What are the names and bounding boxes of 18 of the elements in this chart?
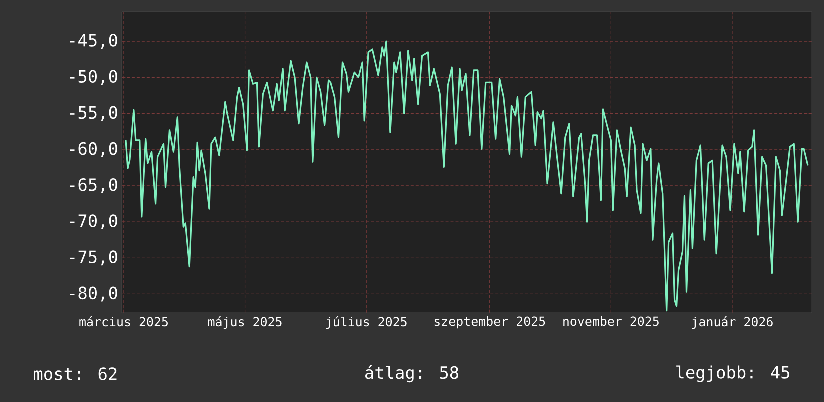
- text: legjobb: 45: [676, 366, 790, 382]
- text: most: 62: [34, 368, 117, 380]
- y-tick-label: -70,0: [70, 214, 118, 230]
- x-tick-label: november 2025: [564, 316, 659, 326]
- x-tick-label: március 2025: [80, 316, 168, 327]
- y-tick-label: -50,0: [70, 70, 118, 86]
- line-series: [125, 40, 809, 312]
- y-tick-label: -65,0: [70, 178, 118, 194]
- x-tick-label: szeptember 2025: [434, 316, 546, 329]
- y-tick-label: -60,0: [70, 142, 118, 158]
- y-tick-label: -45,0: [70, 34, 118, 50]
- text: átlag: 58: [366, 365, 458, 383]
- x-tick-label: július 2025: [326, 316, 407, 330]
- x-tick-label: január 2026: [692, 316, 773, 330]
- y-tick-label: -55,0: [70, 106, 118, 122]
- x-tick-label: május 2025: [208, 316, 282, 330]
- y-tick-label: -75,0: [70, 250, 118, 266]
- y-tick-label: -80,0: [70, 286, 118, 302]
